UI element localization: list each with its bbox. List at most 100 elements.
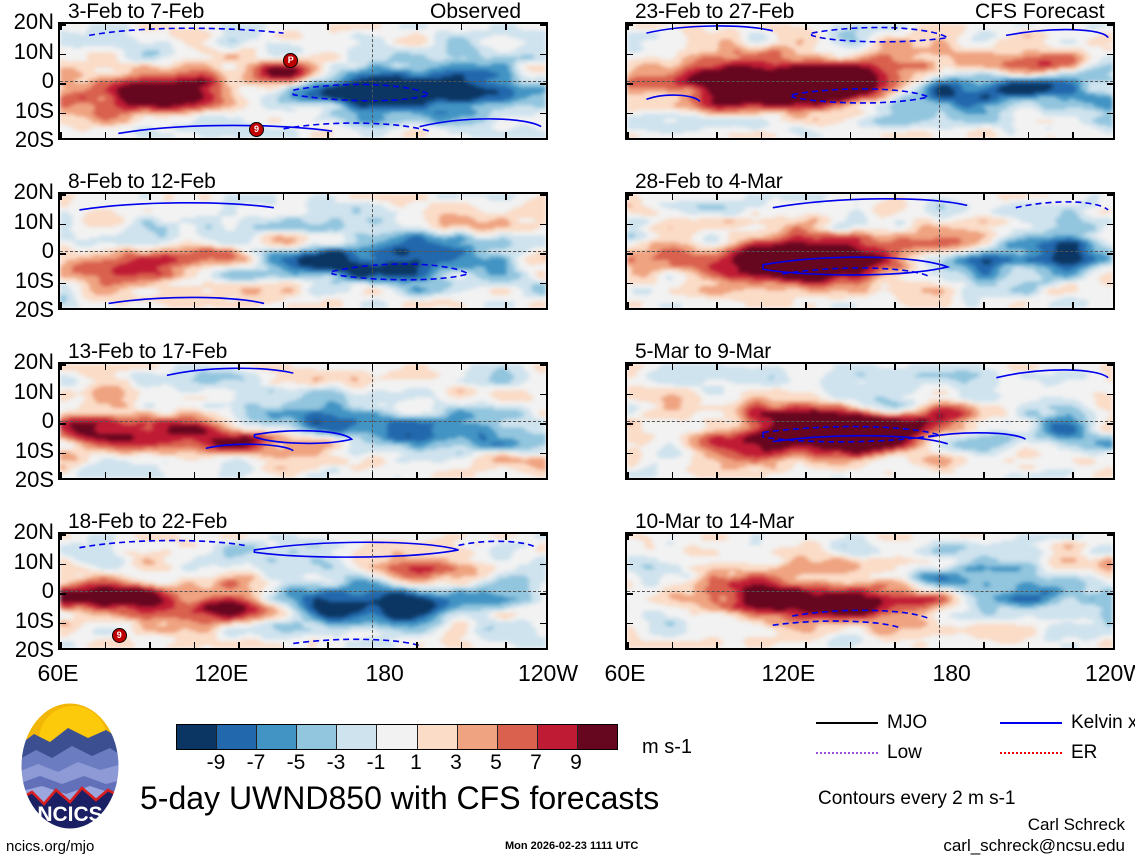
storm-marker: 9 <box>111 628 127 644</box>
storm-marker: 9 <box>249 121 265 137</box>
axis-tick <box>849 472 852 478</box>
axis-tick <box>938 194 941 200</box>
coastline <box>274 618 332 643</box>
axis-tick <box>627 24 633 26</box>
axis-tick <box>505 534 507 540</box>
axis-tick <box>540 223 546 225</box>
axis-tick <box>671 194 674 200</box>
axis-tick <box>60 563 66 565</box>
axis-tick <box>627 534 629 540</box>
axis-tick <box>1107 593 1113 595</box>
axis-tick <box>282 642 285 648</box>
axis-tick <box>60 223 66 225</box>
kelvin-contour <box>928 433 1025 439</box>
coastline <box>261 382 276 407</box>
coastline <box>274 448 332 473</box>
coastline <box>268 414 285 428</box>
coastline <box>206 586 264 611</box>
axis-tick <box>282 302 285 308</box>
column-header-observed: Observed <box>430 0 522 23</box>
coastline <box>749 398 772 416</box>
kelvin-contour <box>646 95 699 101</box>
axis-tick <box>671 472 674 478</box>
axis-tick <box>60 112 66 114</box>
axis-tick <box>805 194 807 200</box>
axis-tick <box>327 132 329 138</box>
dateline-marker <box>372 194 373 308</box>
column-header-forecast: CFS Forecast <box>975 0 1105 23</box>
coastline <box>828 42 843 67</box>
axis-tick <box>627 364 629 370</box>
legend-label: ER <box>1071 742 1098 763</box>
axis-tick <box>716 364 718 370</box>
kelvin-contour <box>109 297 265 303</box>
axis-tick <box>540 83 546 85</box>
map-overlay <box>60 364 546 478</box>
axis-tick <box>371 364 374 370</box>
kelvin-contour <box>167 368 293 375</box>
colorbar-swatch <box>457 725 498 749</box>
legend-line-swatch <box>816 752 878 754</box>
coastline <box>649 24 695 70</box>
axis-tick <box>1027 302 1030 308</box>
axis-tick <box>805 132 807 138</box>
map-panel <box>58 362 548 480</box>
axis-tick <box>282 472 285 478</box>
axis-tick <box>983 364 985 370</box>
axis-tick <box>627 364 633 366</box>
x-axis-label: 120E <box>194 660 249 686</box>
axis-tick <box>60 302 62 308</box>
axis-tick <box>104 132 107 138</box>
axis-tick <box>416 302 418 308</box>
axis-tick <box>60 593 66 595</box>
axis-tick <box>193 132 196 138</box>
axis-tick <box>238 24 240 30</box>
axis-tick <box>1027 534 1030 540</box>
coastline <box>145 24 190 51</box>
axis-tick <box>1072 642 1074 648</box>
kelvin-contour <box>206 444 293 450</box>
colorbar-tick-label: 9 <box>570 751 582 774</box>
map-panel <box>625 22 1115 140</box>
axis-tick <box>327 194 329 200</box>
axis-tick <box>416 642 418 648</box>
axis-tick <box>60 452 66 454</box>
panel-title: 5-Mar to 9-Mar <box>635 340 772 363</box>
axis-tick <box>1027 642 1030 648</box>
axis-tick <box>760 24 763 30</box>
coastline <box>182 398 205 416</box>
axis-tick <box>849 642 852 648</box>
axis-tick <box>505 24 507 30</box>
colorbar-swatch <box>377 725 418 749</box>
axis-tick <box>60 364 62 370</box>
axis-tick <box>627 302 629 308</box>
axis-tick <box>540 253 546 255</box>
axis-tick <box>760 534 763 540</box>
panel-title: 28-Feb to 4-Mar <box>635 170 783 193</box>
coastline <box>778 219 784 230</box>
axis-tick <box>60 622 66 624</box>
legend-item: Low <box>816 742 922 764</box>
coastline <box>288 258 330 274</box>
axis-tick <box>238 642 240 648</box>
coastline <box>261 42 276 67</box>
axis-tick <box>104 642 107 648</box>
coastline <box>649 364 695 410</box>
axis-tick <box>505 364 507 370</box>
axis-tick <box>416 24 418 30</box>
colorbar-swatch <box>217 725 258 749</box>
y-axis-label: 10S <box>14 97 54 123</box>
coastline <box>712 194 757 221</box>
axis-tick <box>627 282 633 284</box>
coastline <box>773 76 831 101</box>
axis-tick <box>371 302 374 308</box>
panel-title: 23-Feb to 27-Feb <box>635 0 795 23</box>
axis-tick <box>1027 194 1030 200</box>
colorbar-tick-label: -3 <box>326 751 346 774</box>
colorbar-swatch <box>497 725 538 749</box>
axis-tick <box>60 364 66 366</box>
kelvin-contour <box>293 84 429 100</box>
coastline <box>778 49 784 60</box>
axis-tick <box>371 642 374 648</box>
axis-tick <box>60 83 66 85</box>
